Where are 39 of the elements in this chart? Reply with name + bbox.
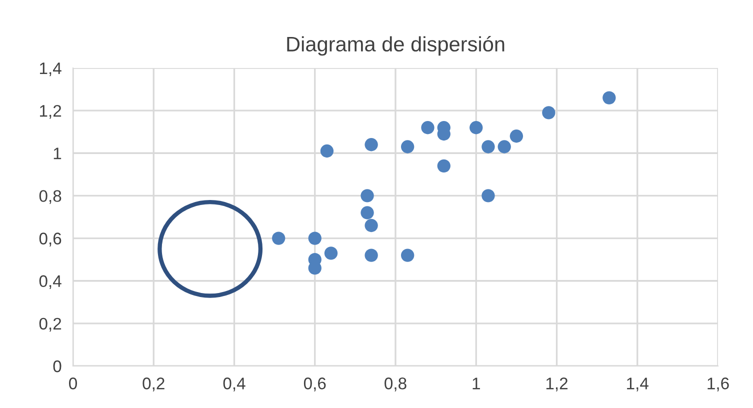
y-tick-label: 0,2	[39, 318, 62, 332]
point	[308, 232, 322, 245]
point	[421, 121, 434, 134]
point	[320, 144, 334, 158]
point	[542, 106, 556, 120]
x-tick-label: 0,4	[223, 378, 246, 392]
point	[364, 138, 378, 152]
point	[364, 218, 378, 232]
x-tick-label: 0,8	[384, 378, 406, 392]
point	[510, 130, 524, 143]
x-tick-label: 1	[472, 378, 480, 390]
x-tick-label: 1,4	[627, 378, 648, 392]
y-tick-label: 0	[53, 360, 62, 372]
point	[364, 248, 378, 262]
x-tick-label: 0,2	[142, 378, 164, 392]
x-tick-label: 1,2	[546, 378, 568, 392]
point	[360, 206, 374, 220]
point	[437, 159, 450, 172]
y-tick-label: 1,4	[40, 62, 62, 76]
point	[324, 246, 338, 260]
point	[482, 140, 495, 154]
y-tick-label: 1,2	[40, 104, 62, 119]
point	[360, 189, 374, 202]
x-tick-label: 1,6	[708, 378, 729, 392]
point	[308, 262, 322, 275]
point	[482, 189, 495, 202]
point	[498, 140, 511, 154]
point	[602, 91, 616, 104]
y-tick-label: 1	[54, 148, 62, 160]
point	[272, 232, 286, 245]
point	[401, 248, 414, 262]
y-tick-label: 0,8	[39, 190, 62, 204]
chart-title: Diagrama de dispersión	[287, 36, 504, 56]
y-tick-label: 0,4	[39, 275, 62, 290]
x-tick-label: 0	[69, 378, 77, 390]
y-tick-label: 0,6	[39, 232, 62, 246]
point	[470, 121, 483, 134]
x-tick-label: 0,6	[304, 378, 326, 392]
point	[401, 140, 414, 154]
